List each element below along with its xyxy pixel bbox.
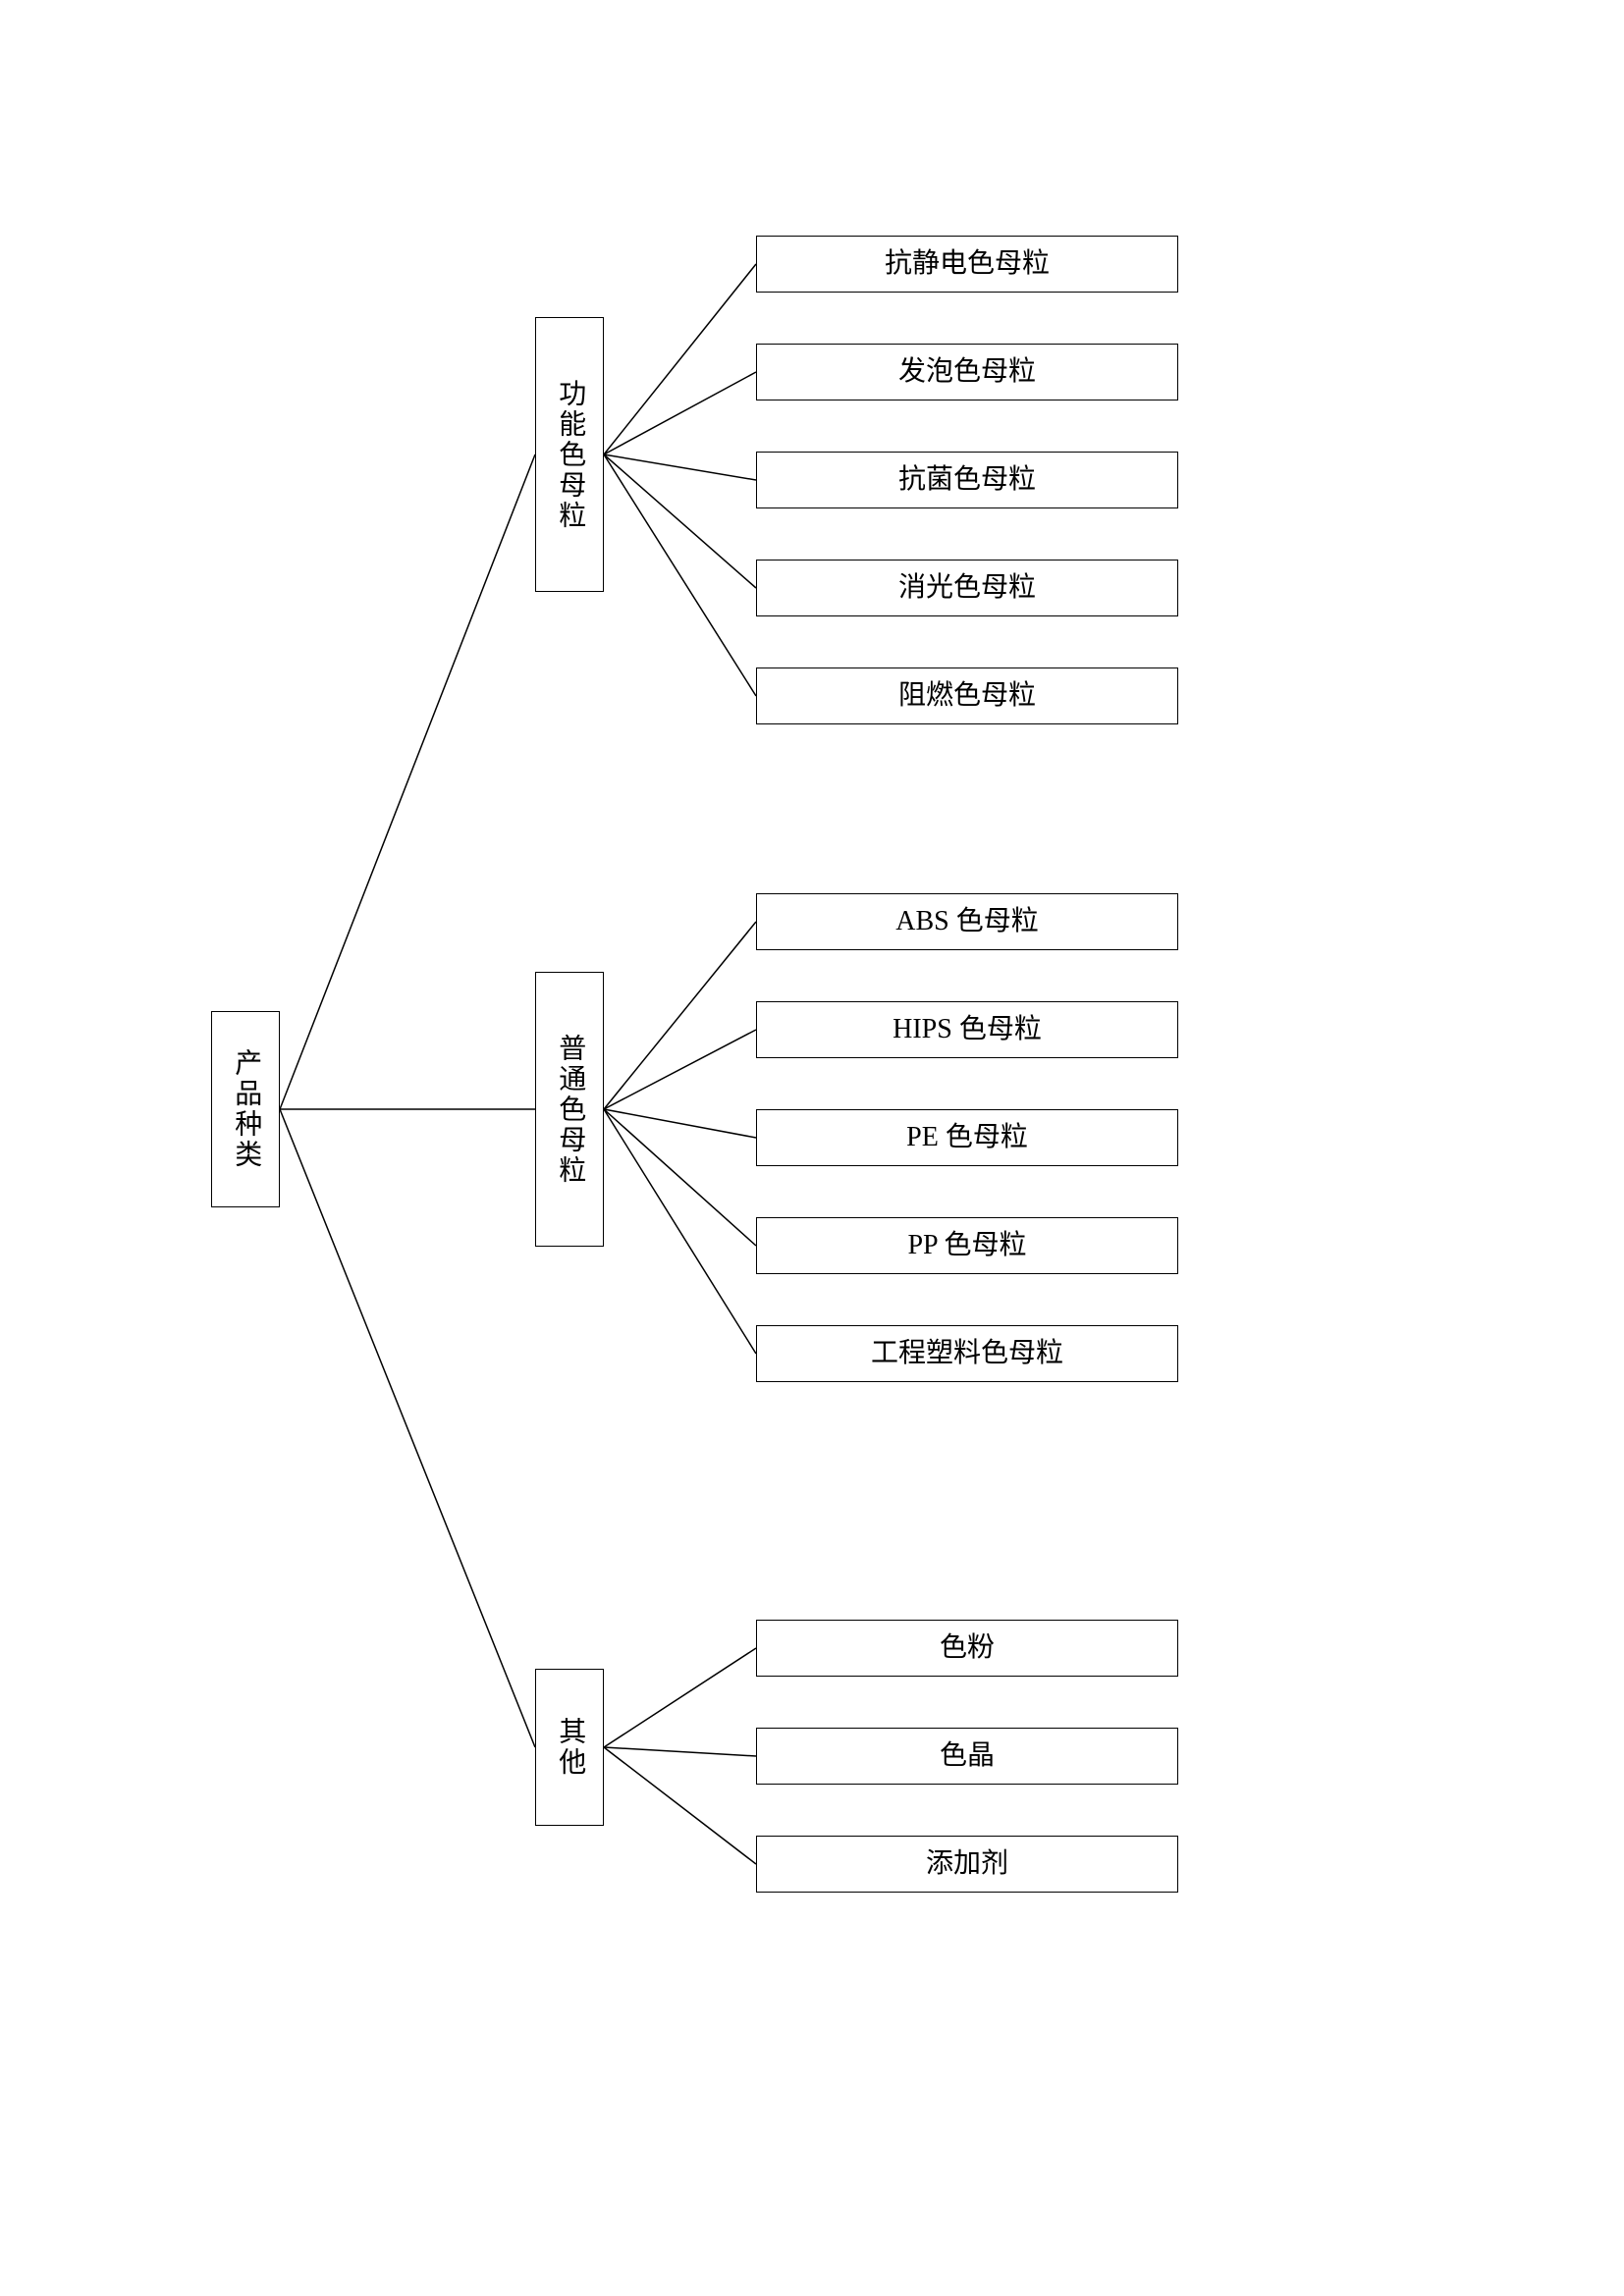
leaf-label: 发泡色母粒 <box>898 354 1036 390</box>
leaf-node: 色晶 <box>756 1728 1178 1785</box>
root-node: 产品种类 <box>211 1011 280 1207</box>
leaf-node: 抗静电色母粒 <box>756 236 1178 293</box>
leaf-node: 发泡色母粒 <box>756 344 1178 400</box>
leaf-label: 抗静电色母粒 <box>885 246 1050 282</box>
category-label: 普通色母粒 <box>552 1034 587 1186</box>
category-node-ordinary: 普通色母粒 <box>535 972 604 1247</box>
leaf-node: 添加剂 <box>756 1836 1178 1893</box>
leaf-node: 工程塑料色母粒 <box>756 1325 1178 1382</box>
category-node-other: 其他 <box>535 1669 604 1826</box>
leaf-node: 色粉 <box>756 1620 1178 1677</box>
leaf-label: 色粉 <box>940 1630 995 1666</box>
leaf-label: 色晶 <box>940 1738 995 1774</box>
category-label: 功能色母粒 <box>552 379 587 531</box>
leaf-label: 工程塑料色母粒 <box>871 1336 1063 1371</box>
leaf-node: 阻燃色母粒 <box>756 667 1178 724</box>
leaf-node: HIPS 色母粒 <box>756 1001 1178 1058</box>
leaf-label: 消光色母粒 <box>898 570 1036 606</box>
root-label: 产品种类 <box>228 1048 263 1170</box>
leaf-label: 添加剂 <box>926 1846 1008 1882</box>
category-node-functional: 功能色母粒 <box>535 317 604 592</box>
leaf-node: PP 色母粒 <box>756 1217 1178 1274</box>
leaf-node: 消光色母粒 <box>756 560 1178 616</box>
leaf-label: PE 色母粒 <box>906 1120 1028 1155</box>
leaf-node: PE 色母粒 <box>756 1109 1178 1166</box>
leaf-node: ABS 色母粒 <box>756 893 1178 950</box>
leaf-label: 抗菌色母粒 <box>898 462 1036 498</box>
leaf-label: 阻燃色母粒 <box>898 678 1036 714</box>
category-label: 其他 <box>552 1717 587 1778</box>
leaf-node: 抗菌色母粒 <box>756 452 1178 508</box>
leaf-label: ABS 色母粒 <box>895 904 1038 939</box>
leaf-label: HIPS 色母粒 <box>893 1012 1042 1047</box>
tree-diagram: 产品种类 功能色母粒 抗静电色母粒 发泡色母粒 抗菌色母粒 消光色母粒 阻燃色母… <box>0 0 1624 2296</box>
leaf-label: PP 色母粒 <box>907 1228 1026 1263</box>
